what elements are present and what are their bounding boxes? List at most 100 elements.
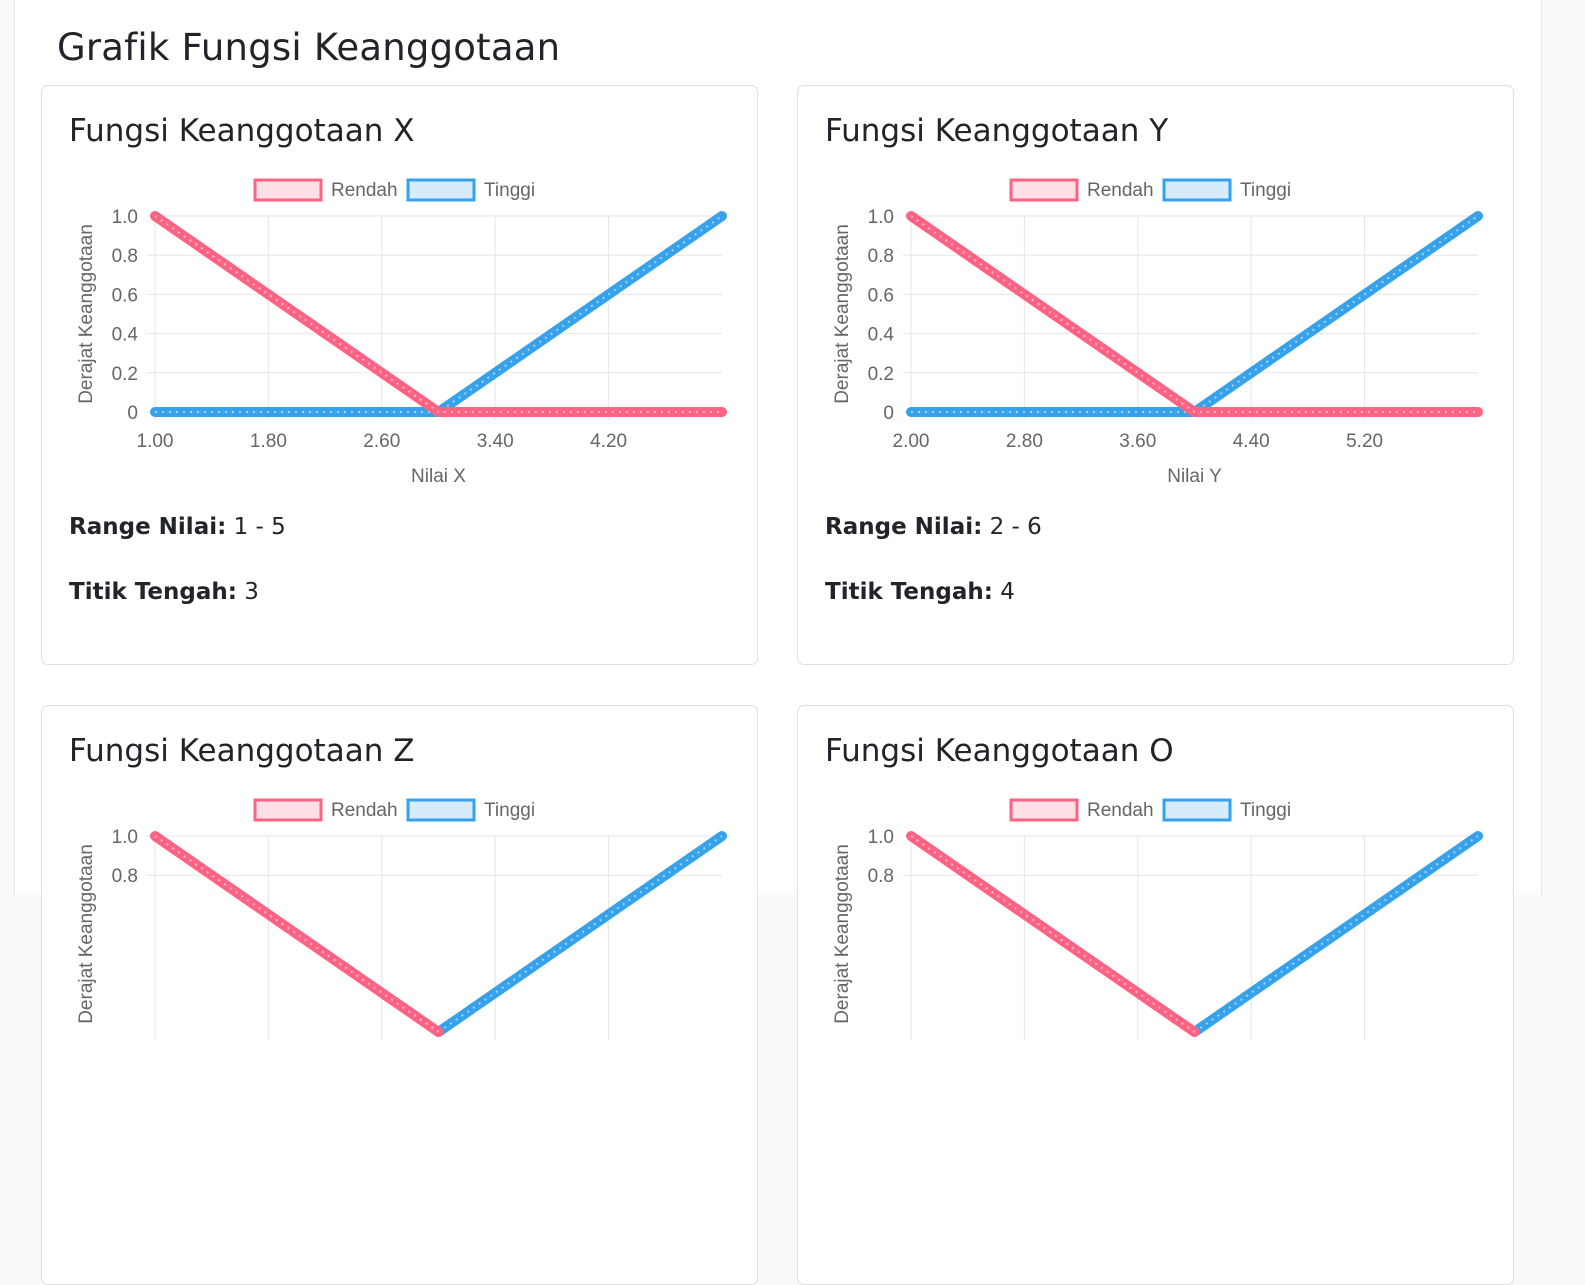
y-tick-label: 0.4 [112, 325, 139, 346]
range-info: Range Nilai: 1 - 5 [69, 514, 286, 540]
x-tick-label: 1.00 [137, 431, 174, 452]
membership-card-o: Fungsi Keanggotaan O Rendah Tinggi 1.0 0.8 D… [797, 705, 1514, 1285]
page-title: Grafik Fungsi Keanggotaan [57, 26, 561, 69]
y-tick-labels: 1.0 0.8 [112, 827, 138, 887]
range-value: 1 - 5 [233, 514, 286, 540]
series-line [150, 831, 444, 1037]
y-tick-label: 0.4 [868, 325, 895, 346]
chart-legend: Rendah Tinggi [253, 178, 535, 202]
legend-item: Tinggi [406, 798, 535, 822]
series-line [1189, 831, 1483, 1037]
membership-card-z: Fungsi Keanggotaan Z Rendah Tinggi 1.0 0.8 D… [41, 705, 758, 1285]
x-tick-label: 2.60 [363, 431, 400, 452]
legend-item: Rendah [1009, 178, 1154, 202]
legend-label: Tinggi [484, 800, 535, 821]
series-rendah [150, 831, 444, 1037]
range-label: Range Nilai: [825, 514, 983, 540]
x-tick-label: 1.80 [250, 431, 287, 452]
range-info: Range Nilai: 2 - 6 [825, 514, 1042, 540]
x-tick-label: 5.20 [1346, 431, 1383, 452]
legend-swatch [406, 798, 476, 822]
series-dots [911, 215, 1479, 413]
legend-swatch [253, 798, 323, 822]
grid-lines [903, 835, 1478, 1040]
y-tick-label: 0 [127, 403, 138, 424]
legend-item: Rendah [253, 178, 398, 202]
x-tick-label: 3.60 [1119, 431, 1156, 452]
legend-item: Tinggi [406, 178, 535, 202]
legend-label: Rendah [331, 800, 398, 821]
chart-legend: Rendah Tinggi [253, 798, 535, 822]
membership-card-y: Fungsi Keanggotaan Y Rendah Tinggi 0 0.2 0.4… [797, 85, 1514, 665]
series-line [150, 211, 727, 417]
y-tick-label: 0.8 [868, 246, 894, 267]
legend-item: Rendah [253, 798, 398, 822]
y-tick-labels: 0 0.2 0.4 0.6 0.8 1.0 [868, 207, 895, 424]
series-tinggi [433, 831, 727, 1037]
x-axis-title: Nilai Y [1167, 466, 1222, 487]
membership-card-x: Fungsi Keanggotaan X Rendah Tinggi 0 0.2 0.4… [41, 85, 758, 665]
series-line [150, 211, 727, 417]
legend-item: Rendah [1009, 798, 1154, 822]
legend-label: Rendah [1087, 800, 1154, 821]
y-tick-label: 1.0 [112, 207, 138, 228]
chart-legend: Rendah Tinggi [1009, 178, 1291, 202]
x-tick-label: 3.40 [477, 431, 514, 452]
series-line [906, 211, 1483, 417]
x-tick-labels: 1.00 1.80 2.60 3.40 4.20 [137, 431, 628, 452]
x-tick-label: 2.00 [893, 431, 930, 452]
series-tinggi [1189, 831, 1483, 1037]
range-label: Range Nilai: [69, 514, 227, 540]
y-axis-title: Derajat Keanggotaan [76, 224, 97, 404]
series-dots [155, 215, 723, 413]
chart-legend: Rendah Tinggi [1009, 798, 1291, 822]
legend-swatch [1009, 178, 1079, 202]
y-tick-label: 0 [883, 403, 894, 424]
legend-swatch [1009, 798, 1079, 822]
legend-item: Tinggi [1162, 178, 1291, 202]
y-tick-label: 1.0 [868, 827, 894, 848]
legend-label: Tinggi [484, 180, 535, 201]
y-tick-label: 0.6 [868, 285, 894, 306]
legend-swatch [406, 178, 476, 202]
y-tick-label: 0.8 [112, 246, 138, 267]
card-title: Fungsi Keanggotaan Z [69, 733, 415, 769]
grid-lines [147, 215, 722, 420]
legend-swatch [253, 178, 323, 202]
y-axis-title: Derajat Keanggotaan [76, 844, 97, 1024]
card-title: Fungsi Keanggotaan O [825, 733, 1174, 769]
x-tick-label: 2.80 [1006, 431, 1043, 452]
membership-chart: Rendah Tinggi 1.0 0.8 Derajat Keanggotaan [832, 798, 1483, 1040]
series-dots [910, 215, 1478, 413]
midpoint-info: Titik Tengah: 4 [825, 579, 1015, 605]
x-axis-title: Nilai X [411, 466, 466, 487]
series-line [906, 211, 1483, 417]
legend-label: Tinggi [1240, 180, 1291, 201]
range-value: 2 - 6 [989, 514, 1042, 540]
series-line [906, 831, 1200, 1037]
series-rendah [150, 211, 727, 417]
y-tick-label: 0.2 [112, 364, 138, 385]
y-tick-label: 0.8 [112, 866, 138, 887]
y-axis-title: Derajat Keanggotaan [832, 224, 853, 404]
x-tick-label: 4.40 [1233, 431, 1270, 452]
series-rendah [906, 831, 1200, 1037]
series-dots [154, 215, 722, 413]
grid-lines [903, 215, 1478, 420]
x-tick-labels: 2.00 2.80 3.60 4.40 5.20 [893, 431, 1384, 452]
y-tick-label: 0.2 [868, 364, 894, 385]
y-tick-labels: 0 0.2 0.4 0.6 0.8 1.0 [112, 207, 139, 424]
midpoint-value: 4 [1000, 579, 1015, 605]
legend-item: Tinggi [1162, 798, 1291, 822]
series-rendah [906, 211, 1483, 417]
midpoint-info: Titik Tengah: 3 [69, 579, 259, 605]
card-title: Fungsi Keanggotaan Y [825, 113, 1169, 149]
y-tick-label: 1.0 [868, 207, 894, 228]
legend-label: Rendah [331, 180, 398, 201]
y-tick-label: 0.8 [868, 866, 894, 887]
membership-chart: Rendah Tinggi 0 0.2 0.4 0.6 0.8 1.0 2.00 2.80 3.60… [832, 178, 1483, 487]
series-tinggi [906, 211, 1483, 417]
grid-lines [147, 835, 722, 1040]
membership-chart: Rendah Tinggi 0 0.2 0.4 0.6 0.8 1.0 1.00 1.80 2.60… [76, 178, 727, 487]
y-tick-labels: 1.0 0.8 [868, 827, 894, 887]
